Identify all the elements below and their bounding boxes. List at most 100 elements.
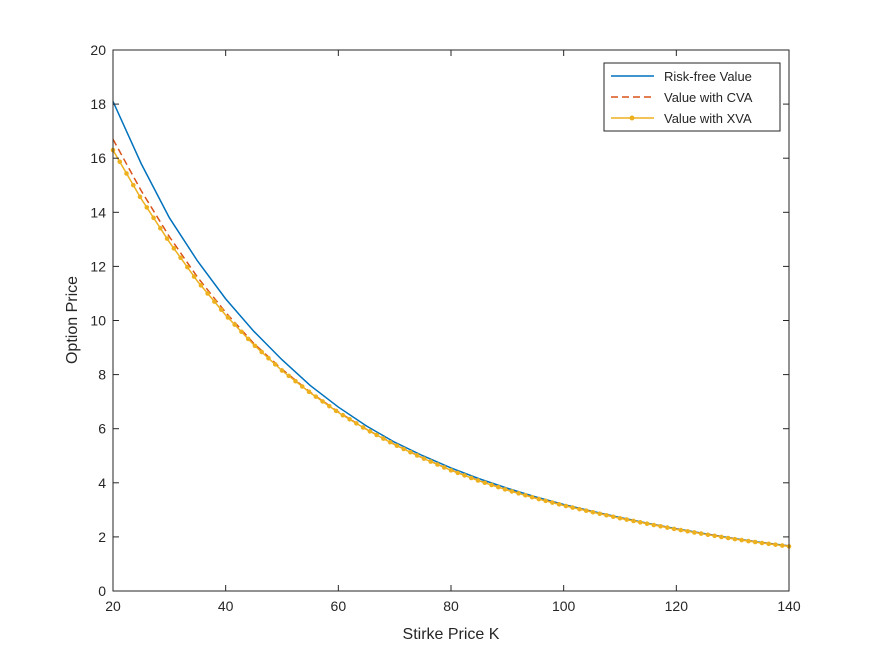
series-marker-xva	[205, 291, 210, 296]
y-tick-label: 4	[98, 475, 106, 491]
series-marker-xva	[752, 539, 758, 545]
series-marker-xva	[151, 215, 156, 221]
series-marker-xva	[637, 520, 643, 525]
series-marker-xva	[779, 543, 785, 548]
series-marker-xva	[658, 524, 663, 529]
series-marker-xva	[651, 522, 657, 528]
series-marker-xva	[746, 538, 751, 544]
y-tick-label: 14	[90, 204, 106, 220]
series-marker-xva	[610, 514, 616, 520]
series-marker-xva	[563, 503, 569, 509]
series-marker-xva	[272, 362, 278, 367]
series-marker-xva	[225, 315, 231, 320]
y-tick-label: 6	[98, 421, 106, 437]
series-marker-xva	[698, 531, 704, 536]
series-marker-xva	[475, 478, 481, 483]
series-marker-xva	[523, 493, 528, 498]
series-marker-xva	[550, 500, 555, 505]
series-marker-xva	[644, 521, 650, 526]
series-marker-xva	[685, 528, 690, 534]
series-marker-xva	[590, 509, 596, 515]
x-tick-label: 120	[665, 598, 689, 614]
plot-area	[113, 50, 789, 591]
series-marker-xva	[428, 459, 434, 464]
legend-marker-xva	[629, 115, 635, 121]
series-marker-xva	[218, 307, 224, 312]
series-marker-xva	[367, 429, 373, 434]
series-marker-xva	[570, 505, 575, 510]
series-marker-xva	[333, 408, 339, 414]
legend-label-xva: Value with XVA	[664, 111, 752, 126]
series-marker-xva	[435, 462, 440, 467]
series-marker-xva	[759, 540, 765, 546]
series-marker-xva	[577, 506, 582, 512]
series-marker-xva	[692, 530, 697, 535]
series-marker-xva	[671, 526, 677, 532]
series-marker-xva	[198, 283, 204, 288]
x-tick-label: 80	[443, 598, 459, 614]
series-marker-xva	[509, 489, 515, 494]
x-tick-label: 20	[105, 598, 121, 614]
series-marker-xva	[489, 482, 494, 488]
series-marker-xva	[137, 194, 143, 200]
series-marker-xva	[617, 515, 623, 521]
series-marker-xva	[191, 274, 197, 279]
series-marker-xva	[320, 399, 325, 404]
x-tick-label: 100	[552, 598, 576, 614]
series-marker-xva	[496, 484, 501, 490]
series-marker-xva	[455, 470, 461, 476]
series-marker-xva	[266, 355, 271, 361]
series-marker-xva	[232, 322, 237, 327]
series-marker-xva	[725, 535, 731, 541]
series-marker-xva	[171, 246, 177, 251]
y-tick-label: 0	[98, 583, 106, 599]
series-marker-xva	[604, 512, 609, 518]
series-marker-xva	[705, 532, 711, 538]
x-tick-label: 40	[218, 598, 234, 614]
series-marker-xva	[130, 182, 136, 188]
series-layer	[110, 101, 792, 549]
series-marker-xva	[543, 498, 548, 504]
series-marker-xva	[117, 159, 123, 165]
series-marker-xva	[252, 343, 258, 349]
y-tick-label: 8	[98, 367, 106, 383]
series-marker-xva	[164, 236, 170, 241]
y-tick-label: 20	[90, 42, 106, 58]
series-marker-xva	[773, 542, 778, 547]
series-marker-xva	[354, 421, 359, 426]
series-marker-xva	[158, 225, 163, 231]
series-marker-xva	[536, 496, 542, 502]
series-marker-xva	[597, 511, 603, 517]
series-marker-xva	[421, 456, 427, 461]
x-tick-label: 140	[777, 598, 801, 614]
series-marker-xva	[516, 491, 521, 496]
series-marker-xva	[124, 171, 129, 176]
series-marker-xva	[678, 527, 684, 533]
y-tick-label: 10	[90, 313, 106, 329]
series-marker-xva	[178, 255, 183, 261]
y-axis-label: Option Price	[64, 276, 81, 364]
series-marker-xva	[306, 389, 312, 395]
series-marker-xva	[381, 436, 386, 441]
series-marker-xva	[719, 534, 724, 540]
series-marker-xva	[468, 475, 474, 481]
series-marker-xva	[394, 443, 400, 449]
series-marker-xva	[401, 446, 406, 452]
series-marker-xva	[327, 403, 332, 409]
series-marker-xva	[293, 378, 298, 384]
ticks-layer: 20 40 60 80 100 120 140 0 2 4 6 8 10 12 14 16 18 20	[90, 42, 800, 614]
series-marker-xva	[279, 368, 285, 373]
series-marker-xva	[360, 425, 366, 430]
legend-label-risk-free: Risk-free Value	[664, 69, 752, 84]
series-marker-xva	[448, 468, 454, 473]
series-marker-xva	[212, 299, 217, 304]
series-marker-xva	[185, 264, 190, 270]
series-marker-xva	[313, 394, 319, 399]
y-tick-label: 16	[90, 150, 106, 166]
series-marker-xva	[583, 508, 589, 514]
series-marker-xva	[414, 453, 420, 458]
series-marker-xva	[766, 541, 772, 547]
series-marker-xva	[665, 525, 670, 530]
